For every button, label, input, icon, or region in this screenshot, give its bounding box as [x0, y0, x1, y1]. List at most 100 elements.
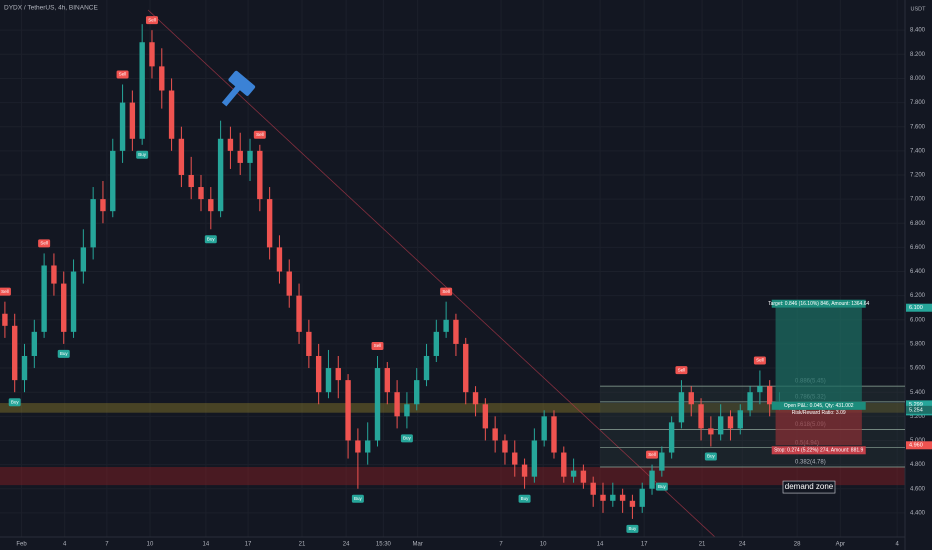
zone-label-box — [782, 480, 836, 494]
position-label: Target: 0.846 (16.10%) 846, Amount: 1364… — [768, 301, 869, 307]
candle-body — [276, 247, 283, 272]
x-tick-label: 4 — [63, 542, 67, 548]
candle-body — [21, 355, 28, 381]
x-tick-label: 28 — [794, 542, 801, 548]
candle-body — [482, 404, 489, 429]
candle-body — [364, 440, 371, 453]
candle-body — [688, 392, 694, 405]
candle-body — [227, 138, 234, 151]
chart-title: DYDX / TetherUS, 4h, BINANCE — [4, 5, 98, 12]
x-tick-label: 7 — [499, 542, 503, 548]
candle-body — [727, 416, 734, 429]
signal-tag — [371, 341, 384, 350]
price-tag — [906, 441, 932, 450]
stop-box — [775, 409, 862, 446]
signal-label: Sell — [756, 358, 764, 363]
candle-body — [580, 470, 587, 483]
y-tick-label: 6.400 — [910, 269, 926, 275]
signal-tag — [145, 16, 158, 25]
candle-body — [335, 368, 341, 381]
x-tick-label: 14 — [203, 542, 210, 548]
price-tag — [906, 405, 932, 414]
candle-body — [110, 150, 116, 212]
candle-body — [355, 440, 361, 453]
candle-body — [678, 392, 685, 423]
candle-body — [139, 42, 145, 139]
candle-body — [159, 66, 165, 91]
candle-body — [384, 368, 390, 393]
y-tick-label: 6.600 — [910, 245, 926, 251]
candle-body — [590, 482, 596, 495]
signal-label: Sell — [442, 289, 450, 294]
y-tick-label: 5.000 — [910, 438, 926, 444]
candle-body — [149, 42, 155, 67]
y-tick-label: 7.600 — [910, 124, 926, 130]
signal-label: Sell — [648, 452, 656, 457]
candle-body — [717, 416, 724, 435]
price-tag-label: 5.299 — [909, 402, 923, 408]
candle-body — [433, 331, 440, 356]
signal-tag — [655, 482, 668, 491]
x-tick-label: 14 — [597, 542, 604, 548]
signal-tag — [704, 452, 717, 461]
y-tick-label: 6.000 — [910, 317, 926, 323]
signal-label: Buy — [138, 152, 147, 157]
candle-body — [659, 452, 665, 471]
candle-body — [463, 343, 469, 393]
target-box — [775, 307, 862, 410]
signal-tag — [675, 366, 688, 375]
candle-body — [610, 494, 616, 501]
signal-tag — [38, 239, 51, 248]
candle-body — [129, 102, 136, 139]
candle-body — [374, 368, 381, 441]
signal-tag — [351, 494, 364, 503]
candle-body — [41, 265, 47, 332]
candle-body — [12, 325, 18, 381]
position-label-box — [771, 446, 866, 455]
signal-label: Sell — [256, 132, 264, 137]
signal-label: Buy — [403, 436, 412, 441]
y-tick-label: 6.800 — [910, 221, 926, 227]
candle-body — [257, 150, 263, 200]
signal-tag — [518, 494, 531, 503]
candle-body — [237, 150, 243, 163]
candle-body — [570, 470, 577, 477]
y-tick-label: 7.800 — [910, 100, 926, 106]
signal-label: Sell — [148, 17, 156, 22]
x-tick-label: 21 — [299, 542, 306, 548]
candle-body — [737, 410, 743, 429]
candle-body — [561, 452, 567, 477]
candle-body — [414, 380, 420, 405]
candle-body — [217, 138, 224, 212]
price-tag-label: 5.254 — [909, 407, 923, 413]
x-tick-label: 7 — [105, 542, 109, 548]
candle-body — [404, 404, 410, 417]
candle-body — [100, 199, 106, 212]
candle-body — [541, 416, 547, 441]
position-label-box — [771, 299, 866, 308]
y-tick-label: 4.800 — [910, 462, 926, 468]
y-tick-label: 8.200 — [910, 52, 926, 58]
candle-body — [502, 440, 508, 453]
candle-body — [315, 355, 322, 393]
position-label: Stop: 0.274 (5.22%) 274, Amount: 881.9 — [774, 448, 863, 454]
zone-label: demand zone — [785, 482, 834, 491]
candle-body — [306, 331, 312, 356]
hammer-icon — [221, 70, 256, 107]
signal-label: Buy — [207, 236, 216, 241]
candle-body — [531, 440, 538, 477]
y-tick-label: 7.000 — [910, 197, 926, 203]
candle-body — [325, 368, 332, 393]
candle-body — [453, 319, 459, 344]
signal-tag — [116, 70, 129, 79]
signal-label: Sell — [40, 241, 48, 246]
signal-tag — [646, 450, 659, 459]
signal-tag — [0, 287, 11, 296]
signal-label: Sell — [678, 367, 686, 372]
y-tick-label: 7.400 — [910, 148, 926, 154]
axis-unit: USDT — [911, 6, 927, 12]
signal-label: Buy — [354, 496, 363, 501]
candle-body — [619, 494, 626, 501]
